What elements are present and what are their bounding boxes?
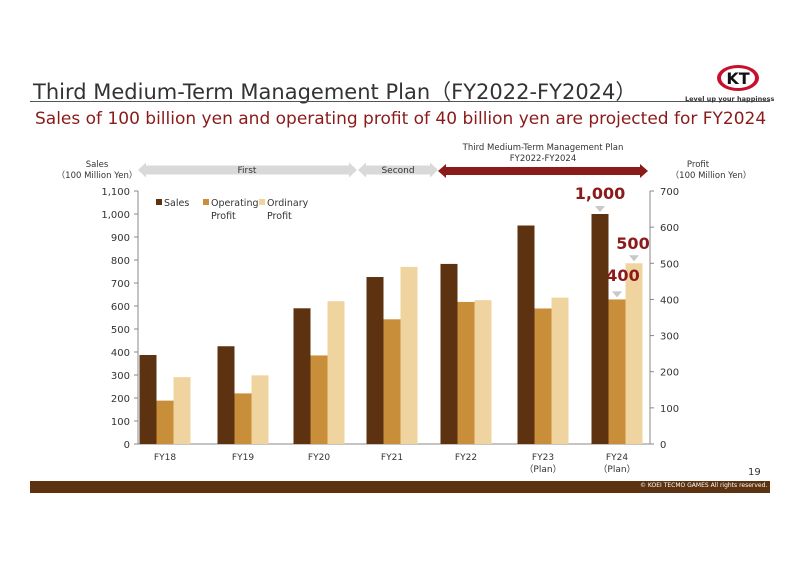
logo-mark-text: KT	[726, 69, 749, 88]
left-tick-label: 800	[111, 256, 130, 267]
third-plan-arrow	[438, 164, 648, 178]
left-tick-label: 500	[111, 325, 130, 336]
sales-bar	[217, 346, 235, 444]
first-plan-label: First	[238, 166, 257, 176]
x-tick-label: FY20	[308, 453, 330, 463]
operating-profit-bar	[534, 308, 552, 444]
annotation-label: 1,000	[575, 184, 626, 203]
x-tick-label: FY19	[232, 453, 254, 463]
operating-profit-bar	[234, 393, 252, 444]
second-plan-arrow	[358, 162, 438, 178]
x-tick-label: FY18	[154, 453, 176, 463]
right-tick-label: 700	[660, 187, 679, 198]
plan-arrows: First Second Third Medium-Term Management …	[138, 143, 648, 178]
left-tick-label: 900	[111, 233, 130, 244]
ordinary-profit-bar	[327, 301, 345, 444]
sales-bar	[139, 354, 157, 444]
legend-label-line2: Profit	[211, 211, 236, 222]
right-tick-label: 0	[660, 440, 666, 451]
operating-profit-bar	[156, 400, 174, 444]
right-tick-label: 300	[660, 332, 679, 343]
sales-bar	[591, 214, 609, 444]
legend-swatch	[259, 199, 265, 205]
legend-swatch	[156, 199, 162, 205]
annotation-label: 400	[606, 266, 639, 285]
left-tick-label: 100	[111, 417, 130, 428]
annotation-pointer	[612, 291, 622, 298]
operating-profit-bar	[608, 299, 626, 444]
x-tick-label: （Plan）	[524, 464, 561, 475]
page-number: 19	[748, 467, 761, 478]
chart-annotations: 1,000 500 400	[575, 184, 650, 298]
left-tick-label: 0	[124, 440, 130, 451]
footer-bar	[30, 481, 770, 493]
chart-legend: Sales Operating Profit Ordinary Profit	[156, 198, 309, 222]
sales-bar	[366, 277, 384, 444]
left-tick-label: 1,000	[101, 210, 130, 221]
third-plan-label: Third Medium-Term Management Plan	[462, 143, 624, 153]
ordinary-profit-bar	[474, 300, 492, 444]
legend-label-line2: Profit	[267, 211, 292, 222]
right-tick-label: 400	[660, 295, 679, 306]
right-tick-label: 600	[660, 223, 679, 234]
legend-swatch	[203, 199, 209, 205]
right-tick-label: 200	[660, 368, 679, 379]
ordinary-profit-bar	[173, 377, 191, 444]
ordinary-profit-bar	[251, 375, 269, 444]
left-tick-label: 200	[111, 394, 130, 405]
right-axis-title: Profit	[687, 160, 710, 170]
sales-profit-chart: First Second Third Medium-Term Management …	[57, 143, 752, 475]
copyright-text: © KOEI TECMO GAMES All rights reserved.	[640, 482, 768, 489]
left-tick-label: 700	[111, 279, 130, 290]
x-tick-label: FY23	[532, 453, 554, 463]
logo-tagline: Level up your happiness	[685, 95, 775, 103]
right-tick-label: 500	[660, 259, 679, 270]
ordinary-profit-bar	[625, 263, 643, 444]
x-tick-label: FY22	[455, 453, 477, 463]
first-plan-arrow	[138, 162, 357, 178]
legend-label: Ordinary	[267, 198, 309, 209]
annotation-pointer	[595, 206, 605, 212]
operating-profit-bar	[383, 319, 401, 444]
ordinary-profit-bar	[400, 266, 418, 444]
right-axis-unit: （100 Million Yen）	[671, 170, 752, 181]
left-axis-title: Sales	[86, 160, 109, 170]
annotation-label: 500	[616, 234, 649, 253]
annotation-pointer	[629, 255, 639, 262]
second-plan-label: Second	[381, 166, 414, 176]
right-tick-label: 100	[660, 404, 679, 415]
page-title: Third Medium-Term Management Plan（FY2022…	[33, 80, 637, 104]
left-tick-label: 300	[111, 371, 130, 382]
x-tick-label: （Plan）	[598, 464, 635, 475]
operating-profit-bar	[310, 355, 328, 444]
left-tick-label: 400	[111, 348, 130, 359]
title-divider	[30, 101, 770, 102]
ordinary-profit-bar	[551, 297, 569, 444]
kt-logo-icon: KT	[717, 65, 759, 91]
sales-bar	[440, 263, 458, 444]
third-plan-period: FY2022-FY2024	[510, 154, 577, 164]
page-subtitle: Sales of 100 billion yen and operating p…	[35, 109, 767, 129]
x-tick-label: FY24	[606, 453, 628, 463]
legend-label: Sales	[164, 198, 189, 209]
x-tick-label: FY21	[381, 453, 403, 463]
chart-bars	[139, 214, 643, 444]
sales-bar	[293, 308, 311, 444]
left-tick-label: 1,100	[101, 187, 130, 198]
left-tick-label: 600	[111, 302, 130, 313]
legend-label: Operating	[211, 198, 259, 209]
operating-profit-bar	[457, 301, 475, 444]
sales-bar	[517, 225, 535, 444]
left-axis-unit: （100 Million Yen）	[57, 170, 138, 181]
